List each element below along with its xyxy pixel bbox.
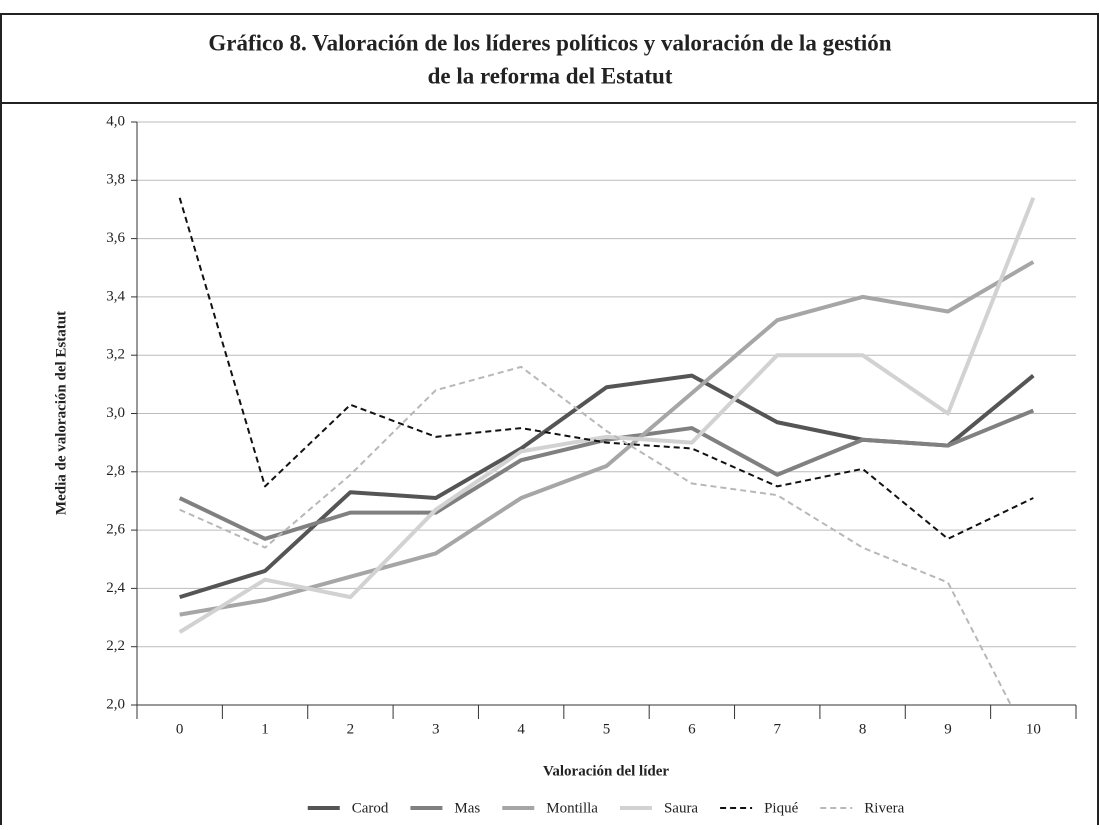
y-tick-label: 3,8 (106, 172, 125, 188)
y-tick-label: 2,2 (106, 638, 125, 654)
y-tick-label: 2,4 (106, 580, 125, 596)
x-tick-label: 5 (603, 721, 611, 737)
x-tick-label: 2 (347, 721, 355, 737)
chart-title: de la reforma del Estatut (428, 63, 673, 88)
y-tick-label: 3,4 (106, 288, 125, 304)
x-tick-label: 4 (517, 721, 525, 737)
y-tick-label: 3,2 (106, 347, 125, 363)
x-tick-label: 7 (773, 721, 781, 737)
x-tick-label: 6 (688, 721, 696, 737)
series-line (179, 365, 1012, 705)
plot-area (178, 197, 1036, 705)
x-tick-label: 8 (859, 721, 867, 737)
x-tick-label: 9 (944, 721, 952, 737)
y-tick-label: 4,0 (106, 113, 125, 129)
x-tick-label: 1 (261, 721, 269, 737)
y-tick-label: 2,6 (106, 522, 125, 538)
chart-title: Gráfico 8. Valoración de los líderes pol… (208, 30, 891, 55)
series-line (178, 197, 1034, 540)
series-line (178, 408, 1035, 541)
legend-label: Rivera (864, 800, 904, 816)
x-tick-label: 0 (176, 721, 184, 737)
y-tick-label: 3,6 (106, 230, 125, 246)
series-line (179, 373, 1035, 600)
x-tick-label: 10 (1026, 721, 1041, 737)
legend-label: Carod (352, 800, 389, 816)
y-tick-label: 2,8 (106, 463, 125, 479)
y-tick-label: 2,0 (106, 696, 125, 712)
y-axis-label: Media de valoración del Estatut (53, 311, 69, 515)
series-line (179, 260, 1035, 617)
legend-label: Piqué (764, 800, 799, 816)
x-tick-label: 3 (432, 721, 440, 737)
x-axis-label: Valoración del líder (543, 763, 669, 779)
legend-label: Montilla (546, 800, 598, 816)
legend-label: Saura (664, 800, 698, 816)
legend-label: Mas (454, 800, 480, 816)
frame (0, 13, 1099, 825)
y-tick-label: 3,0 (106, 405, 125, 421)
series-line (178, 197, 1036, 634)
